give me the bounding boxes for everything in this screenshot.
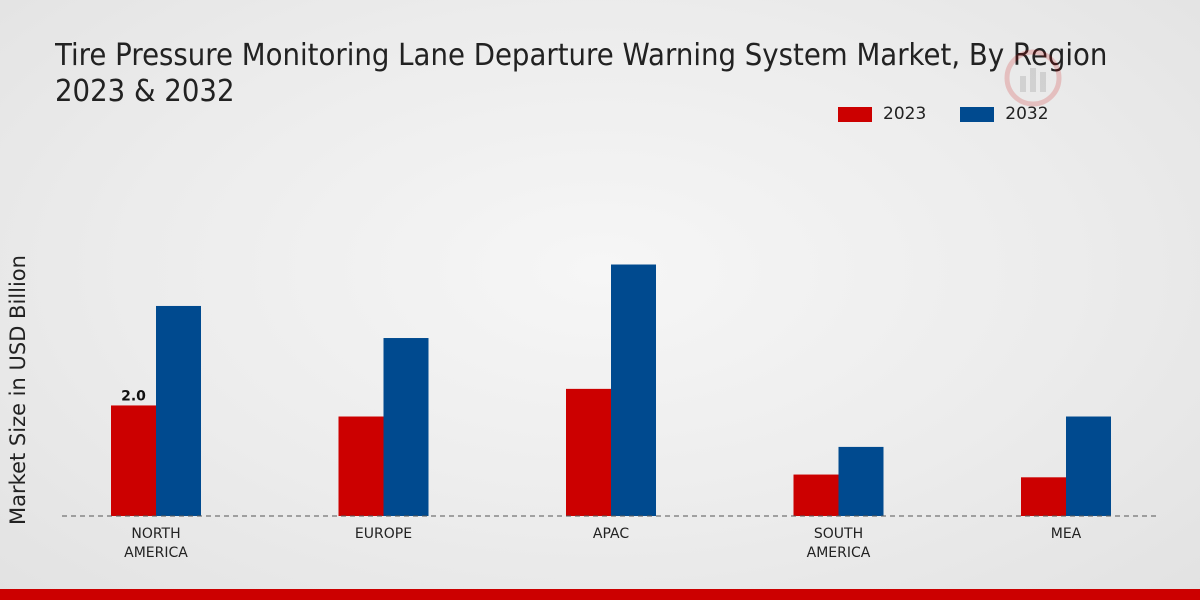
bar-2032-apac	[611, 264, 656, 516]
data-label-2023-0: 2.0	[121, 388, 146, 404]
bar-2023-europe	[338, 416, 384, 516]
legend-swatch-2032	[960, 106, 995, 122]
x-tick-label-europe: EUROPE	[355, 526, 412, 542]
chart-title-line-1: Tire Pressure Monitoring Lane Departure …	[55, 38, 1109, 73]
legend-label-2023: 2023	[883, 104, 927, 124]
bar-2023-south-america	[793, 474, 839, 516]
x-tick-label-south-america: SOUTH AMERICA	[807, 526, 871, 561]
bar-2032-south-america	[838, 446, 884, 516]
bar-2032-mea	[1066, 416, 1111, 516]
legend-item-2032: 2032	[960, 104, 1049, 124]
bar-2032-europe	[383, 338, 429, 516]
bar-2023-apac	[566, 388, 611, 516]
chart-legend: 2023 2032	[838, 104, 1083, 124]
legend-swatch-2023	[838, 106, 872, 122]
bar-2023-mea	[1021, 477, 1066, 516]
chart-title: Tire Pressure Monitoring Lane Departure …	[55, 38, 1108, 110]
x-tick-label-apac: APAC	[593, 526, 629, 542]
legend-item-2023: 2023	[838, 104, 926, 124]
bar-2032-north-america	[156, 305, 201, 516]
bar-2023-north-america	[111, 405, 156, 516]
watermark-logo-icon	[1004, 49, 1062, 107]
chart-title-line-2: 2023 & 2032	[55, 74, 235, 109]
x-tick-label-mea: MEA	[1051, 526, 1082, 542]
legend-label-2032: 2032	[1005, 104, 1049, 124]
footer-bar	[0, 589, 1200, 600]
x-tick-label-north-america: NORTH AMERICA	[124, 526, 188, 561]
